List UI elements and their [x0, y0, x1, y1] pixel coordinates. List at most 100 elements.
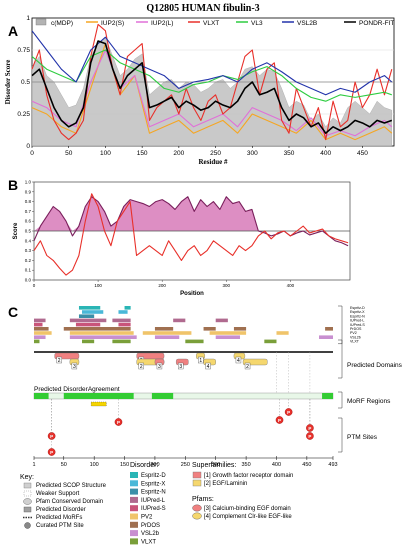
key-item-label: Pfam Conserved Domain	[36, 499, 103, 505]
y-tick-label: 0.8	[25, 199, 32, 204]
y-tick-label: 0	[26, 143, 30, 150]
disorder-key-label: IUPred-S	[141, 506, 166, 512]
disorder-track-segment	[34, 327, 49, 331]
key-item-label: Predicted Disorder	[36, 507, 86, 513]
disorder-track-segment	[78, 306, 101, 310]
y-tick-label: 0.4	[25, 238, 32, 243]
disorder-track-segment	[78, 314, 95, 318]
agreement-segment	[151, 393, 174, 399]
disorder-track-segment	[112, 318, 131, 323]
key-item-label: Predicted SCOP Structure	[36, 483, 107, 489]
disorder-track-segment	[154, 335, 180, 339]
key-item-label: Predicted MoRFs	[36, 515, 82, 521]
disorder-track-segment	[118, 322, 131, 327]
morf-region	[90, 401, 107, 407]
section-label: MoRF Regions	[347, 398, 391, 405]
x-tick-label: 1	[32, 462, 35, 468]
section-label: Predicted Domains	[347, 362, 403, 369]
disorder-key-label: VSL2b	[141, 531, 160, 537]
x-tick-label: 100	[94, 283, 102, 288]
disorder-track-segment	[75, 322, 101, 327]
y-tick-label: 0.0	[25, 278, 32, 283]
domain-label: 1	[199, 358, 202, 364]
disorder-track-segment	[112, 339, 131, 344]
ptm-marker-label: P	[287, 410, 290, 415]
x-tick-label: 350	[242, 462, 251, 468]
panel-b-series-line-0	[33, 196, 349, 247]
domain-label: 4	[207, 364, 210, 370]
x-tick-label: 300	[211, 462, 220, 468]
x-tick-label: 150	[120, 462, 129, 468]
disorder-key-swatch	[130, 521, 138, 528]
legend-label: VSL2B	[297, 20, 317, 27]
domain-label-box	[138, 362, 144, 370]
superfamily-label: [1] Growth factor receptor domain	[204, 473, 293, 479]
disorder-key-label: IUPred-L	[141, 498, 166, 504]
panel-b-chart: 0.0 0.1 0.2 0.3 0.4 0.5 0.6 0.7 0.8 0.9 1.0 0 100 200…	[13, 180, 351, 297]
x-tick-label: 50	[65, 150, 73, 157]
ptm-marker	[306, 432, 314, 440]
disorder-track-segment	[82, 339, 95, 344]
x-tick-label: 0	[33, 283, 36, 288]
panel-a-ylabel: Disorder Score	[4, 60, 12, 105]
y-tick-label: 0.5	[21, 79, 30, 86]
y-tick-label: 0.75	[17, 47, 30, 54]
track-label: PV2	[350, 331, 357, 335]
pfams-title: Pfams:	[192, 496, 214, 503]
x-tick-label: 400	[320, 150, 331, 157]
disorder-track-segment	[69, 318, 107, 323]
domain-label-box	[205, 362, 211, 370]
y-tick-label: 0.6	[25, 219, 32, 224]
track-label: Espritz-D	[350, 306, 365, 310]
panel-label-c: C	[8, 304, 18, 320]
agreement-segment	[322, 393, 333, 399]
series-line-vlxt	[31, 23, 393, 141]
y-tick-label: 0.7	[25, 209, 32, 214]
disorder-track-segment	[124, 306, 131, 310]
panel-c-diagram: Espritz-DEspritz-XEspritz-NIUPred-LIUPre…	[32, 305, 403, 468]
disorder-track-segment	[233, 327, 247, 331]
domain-label-box	[198, 356, 204, 364]
panel-label-b: B	[8, 177, 18, 193]
disorder-track-segment	[34, 339, 40, 344]
domain-label-box	[71, 362, 78, 370]
panel-b-disorder-fill	[34, 196, 349, 231]
disorder-track-segment	[34, 335, 46, 339]
disorder-key-label: Espritz-D	[141, 473, 166, 479]
series-line-iup2-l-	[31, 49, 393, 137]
legend-swatch	[35, 18, 47, 26]
track-label: VSL2b	[350, 335, 361, 339]
disorder-track-segment	[118, 310, 128, 314]
ptm-marker	[284, 408, 293, 416]
x-tick-label: 200	[150, 462, 159, 468]
y-tick-label: 0.25	[17, 111, 30, 118]
domain-label: 3	[179, 364, 182, 370]
track-label: VLXT	[350, 340, 360, 344]
domain-label: 2	[140, 364, 143, 370]
legend-label: c(MDP)	[51, 20, 73, 27]
disorder-track-segment	[173, 318, 186, 323]
x-tick-label: 300	[247, 150, 258, 157]
x-tick-label: 493	[328, 462, 337, 468]
disorder-track-segment	[34, 331, 52, 335]
y-tick-label: 0.3	[25, 248, 32, 253]
panel-b-xlabel: Position	[180, 291, 204, 297]
series-line-pondr-fit	[31, 40, 393, 134]
superfamily-label: [2] EGF/Laminin	[204, 481, 247, 487]
panel-a-title: Q12805 HUMAN fibulin-3	[146, 3, 259, 14]
disorder-key-swatch	[130, 472, 138, 478]
domain-label-box	[178, 362, 184, 370]
domain-label-box	[244, 362, 251, 370]
legend-label: IUP2(S)	[101, 20, 124, 27]
ptm-marker-label: P	[278, 418, 281, 423]
track-label: Espritz-N	[350, 314, 365, 318]
domain-label: 3	[158, 364, 161, 370]
section-bracket	[338, 391, 343, 409]
superfamily-swatch	[192, 471, 202, 479]
disorder-key-swatch	[130, 505, 138, 512]
x-tick-label: 450	[357, 150, 368, 157]
x-tick-label: 200	[173, 150, 184, 157]
domain-label: 2	[246, 364, 249, 370]
track-label: IUPred-S	[350, 323, 365, 327]
key-swatch-weak	[23, 490, 32, 497]
